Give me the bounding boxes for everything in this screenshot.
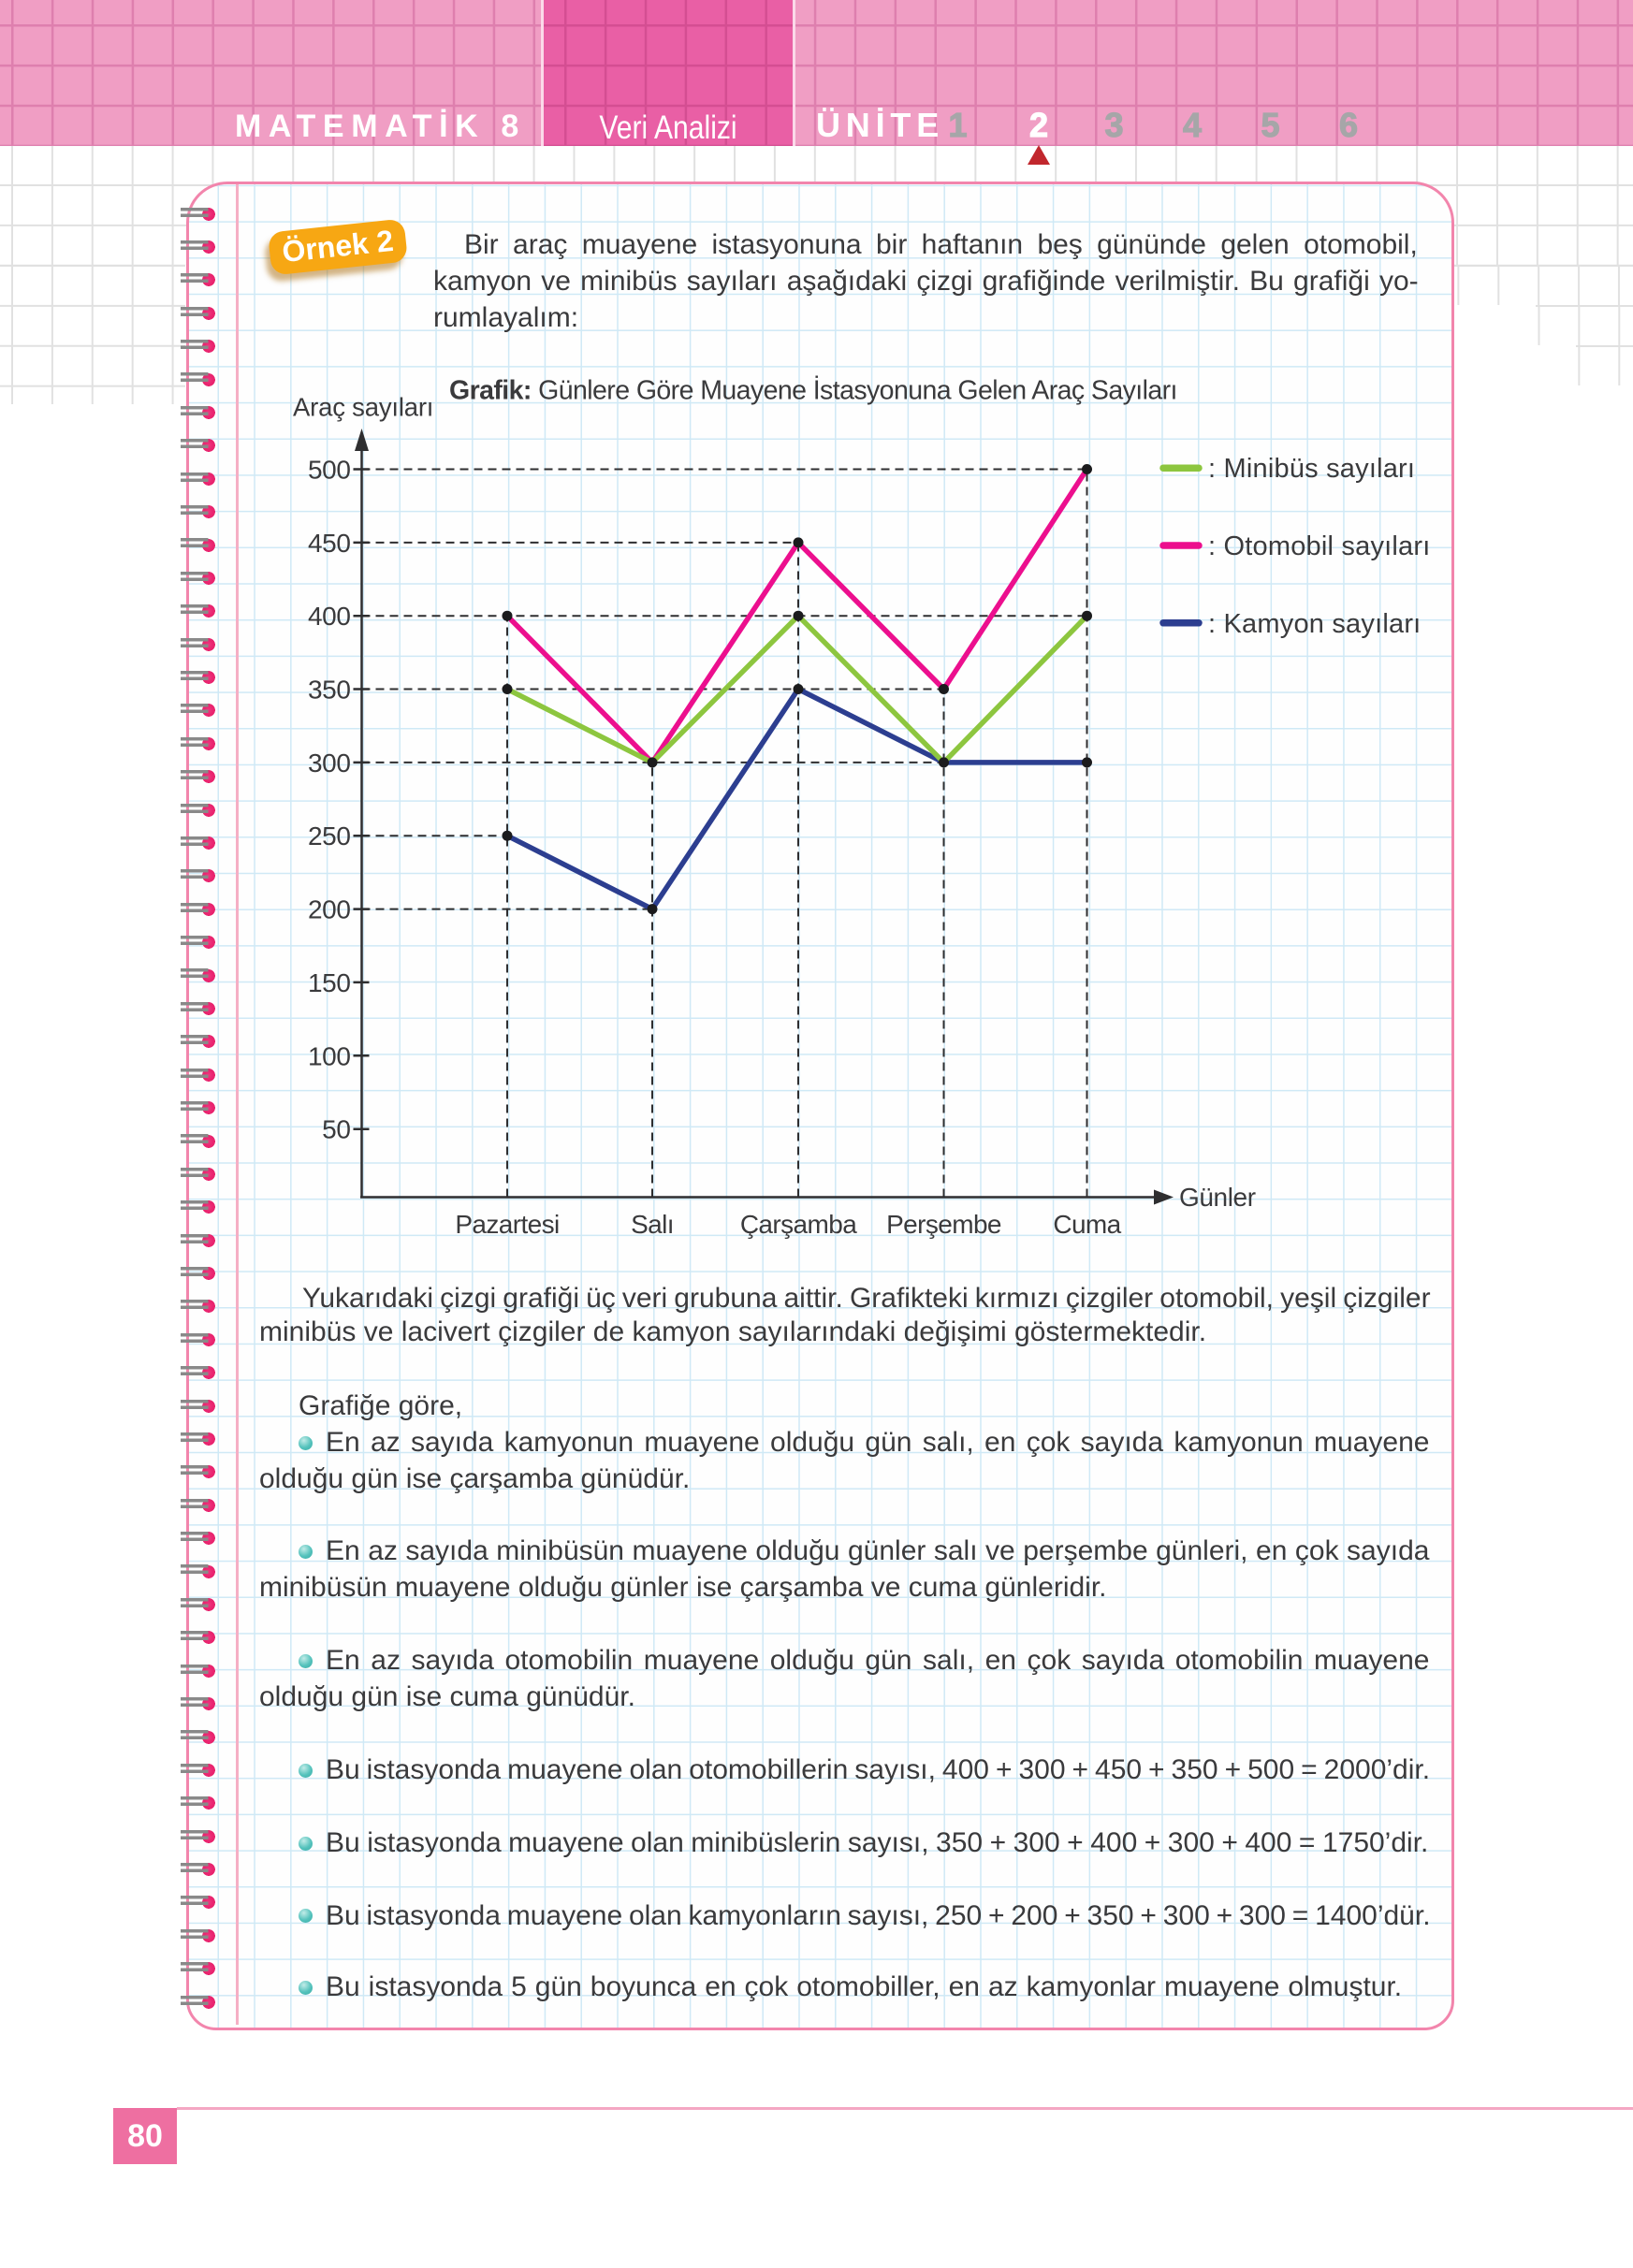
svg-text:400: 400 <box>308 602 351 631</box>
svg-text:100: 100 <box>308 1041 351 1070</box>
svg-text:Salı: Salı <box>631 1210 674 1239</box>
svg-text:Grafik: Günlere Göre Muayene İ: Grafik: Günlere Göre Muayene İstasyonuna… <box>449 376 1177 406</box>
svg-text:Çarşamba: Çarşamba <box>740 1210 857 1239</box>
svg-text:350: 350 <box>308 676 351 705</box>
svg-text:Perşembe: Perşembe <box>886 1210 1001 1239</box>
svg-text:500: 500 <box>308 456 351 485</box>
svg-text:450: 450 <box>308 529 351 558</box>
svg-text:Cuma: Cuma <box>1053 1210 1121 1239</box>
svg-text:Pazartesi: Pazartesi <box>455 1210 559 1239</box>
svg-text:150: 150 <box>308 968 351 997</box>
svg-text:300: 300 <box>308 749 351 778</box>
svg-text:50: 50 <box>322 1115 350 1144</box>
svg-text:250: 250 <box>308 821 351 850</box>
svg-text:Günler: Günler <box>1179 1183 1256 1212</box>
svg-text:200: 200 <box>308 895 351 924</box>
svg-text:: Otomobil sayıları: : Otomobil sayıları <box>1208 531 1431 561</box>
svg-text:: Kamyon sayıları: : Kamyon sayıları <box>1208 609 1421 639</box>
svg-text:Araç sayıları: Araç sayıları <box>293 393 433 422</box>
svg-text:: Minibüs sayıları: : Minibüs sayıları <box>1208 454 1415 484</box>
